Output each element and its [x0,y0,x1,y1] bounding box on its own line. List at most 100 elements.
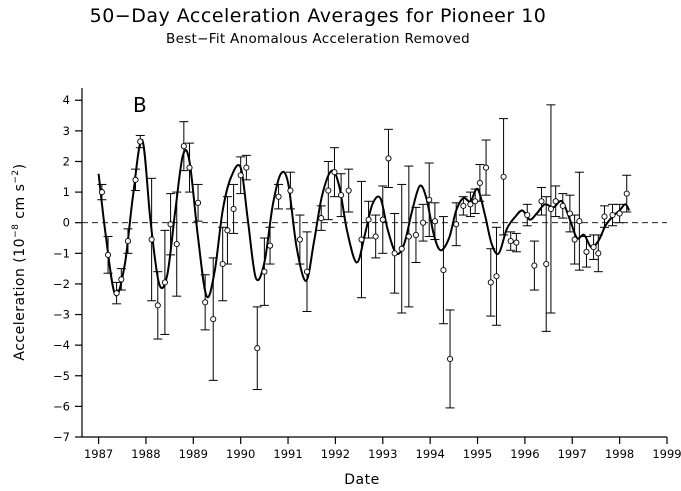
data-point [267,242,274,249]
data-point [447,355,454,362]
y-axis-label-unit-exponent: −2 [11,169,21,183]
y-axis-label-text: Acceleration (10 [12,238,28,361]
y-tick-label: −6 [53,399,70,413]
data-point [601,213,608,220]
data-point [487,279,494,286]
data-point [358,236,365,243]
y-axis-label-close: ) [12,163,28,169]
x-tick-label: 1989 [179,447,208,461]
data-point [513,239,520,246]
data-point [547,205,554,212]
data-point [161,279,168,286]
data-point [154,302,161,309]
data-point [493,273,500,280]
data-point [219,260,226,268]
data-point [296,236,303,243]
data-point [287,187,294,194]
error-bars [97,104,632,409]
fit-line [97,138,631,299]
y-tick-label: −4 [53,338,70,352]
data-point [609,211,616,219]
data-point [365,216,372,223]
data-point [571,236,578,243]
data-point [261,268,268,275]
y-tick-label: −3 [53,308,70,322]
data-point [237,172,244,179]
plot-frame [81,88,667,438]
data-point [405,233,412,240]
data-point [180,143,187,150]
data-point [590,244,597,251]
data-point [420,219,427,226]
y-tick-label: −5 [53,369,70,383]
data-point [472,198,479,205]
data-point [616,210,623,217]
x-tick-label: 1987 [84,447,113,461]
data-point [476,179,483,186]
x-tick-label: 1995 [463,447,492,461]
chart-title: 50−Day Acceleration Averages for Pioneer… [90,5,547,27]
x-tick-label: 1991 [273,447,302,461]
data-point [531,262,538,269]
data-point [230,205,237,212]
data-point [543,260,550,268]
data-point [275,193,282,200]
data-point [483,164,490,171]
data-point [467,201,474,208]
data-point [210,316,217,323]
data-point [345,187,352,194]
x-ticks: 1987 1988 1989 1990 1991 1992 1993 1994 1995 1996… [84,437,681,461]
data-point [338,192,345,199]
x-tick-label: 1992 [321,447,350,461]
y-ticks: −7 −6 −5 −4 −3 −2 −1 0 1 2 3 4 [53,93,82,444]
data-point [224,227,231,234]
y-tick-label: 2 [63,154,70,168]
data-point [566,210,573,217]
x-tick-label: 1994 [416,447,445,461]
data-point [379,216,386,223]
data-point [124,238,131,245]
y-tick-label: 4 [63,93,70,107]
data-point [431,218,438,225]
x-tick-label: 1988 [131,447,160,461]
data-point [195,199,202,206]
data-point [254,345,261,352]
data-point [398,245,405,252]
data-point [440,267,447,274]
data-point [243,164,250,171]
x-tick-label: 1990 [226,447,255,461]
data-point [426,196,433,203]
data-point [303,268,311,275]
y-tick-label: 0 [63,216,70,230]
y-tick-label: 1 [63,185,70,199]
data-point [137,138,144,145]
data-point [118,276,125,283]
data-point [105,251,112,258]
y-axis-label-unit: cm s [12,184,28,224]
x-tick-label: 1998 [605,447,634,461]
data-point [559,202,566,209]
y-axis-label-exponent: −8 [11,224,21,238]
x-tick-label: 1999 [652,447,681,461]
data-point [385,155,392,162]
data-markers [98,138,630,362]
y-tick-label: −7 [53,430,70,444]
data-point [98,189,105,196]
y-tick-label: −1 [53,246,70,260]
data-point [318,215,325,222]
data-point [412,231,419,238]
y-tick-label: −2 [53,277,70,291]
data-point [524,211,531,219]
data-point [173,241,180,248]
x-tick-label: 1993 [368,447,397,461]
data-point [325,187,332,194]
y-tick-label: 3 [63,124,70,138]
data-point [460,202,467,209]
data-point [538,198,545,205]
data-point [500,173,507,180]
data-point [552,198,559,205]
data-point [132,176,139,183]
data-point [595,250,602,257]
data-point [507,238,514,245]
